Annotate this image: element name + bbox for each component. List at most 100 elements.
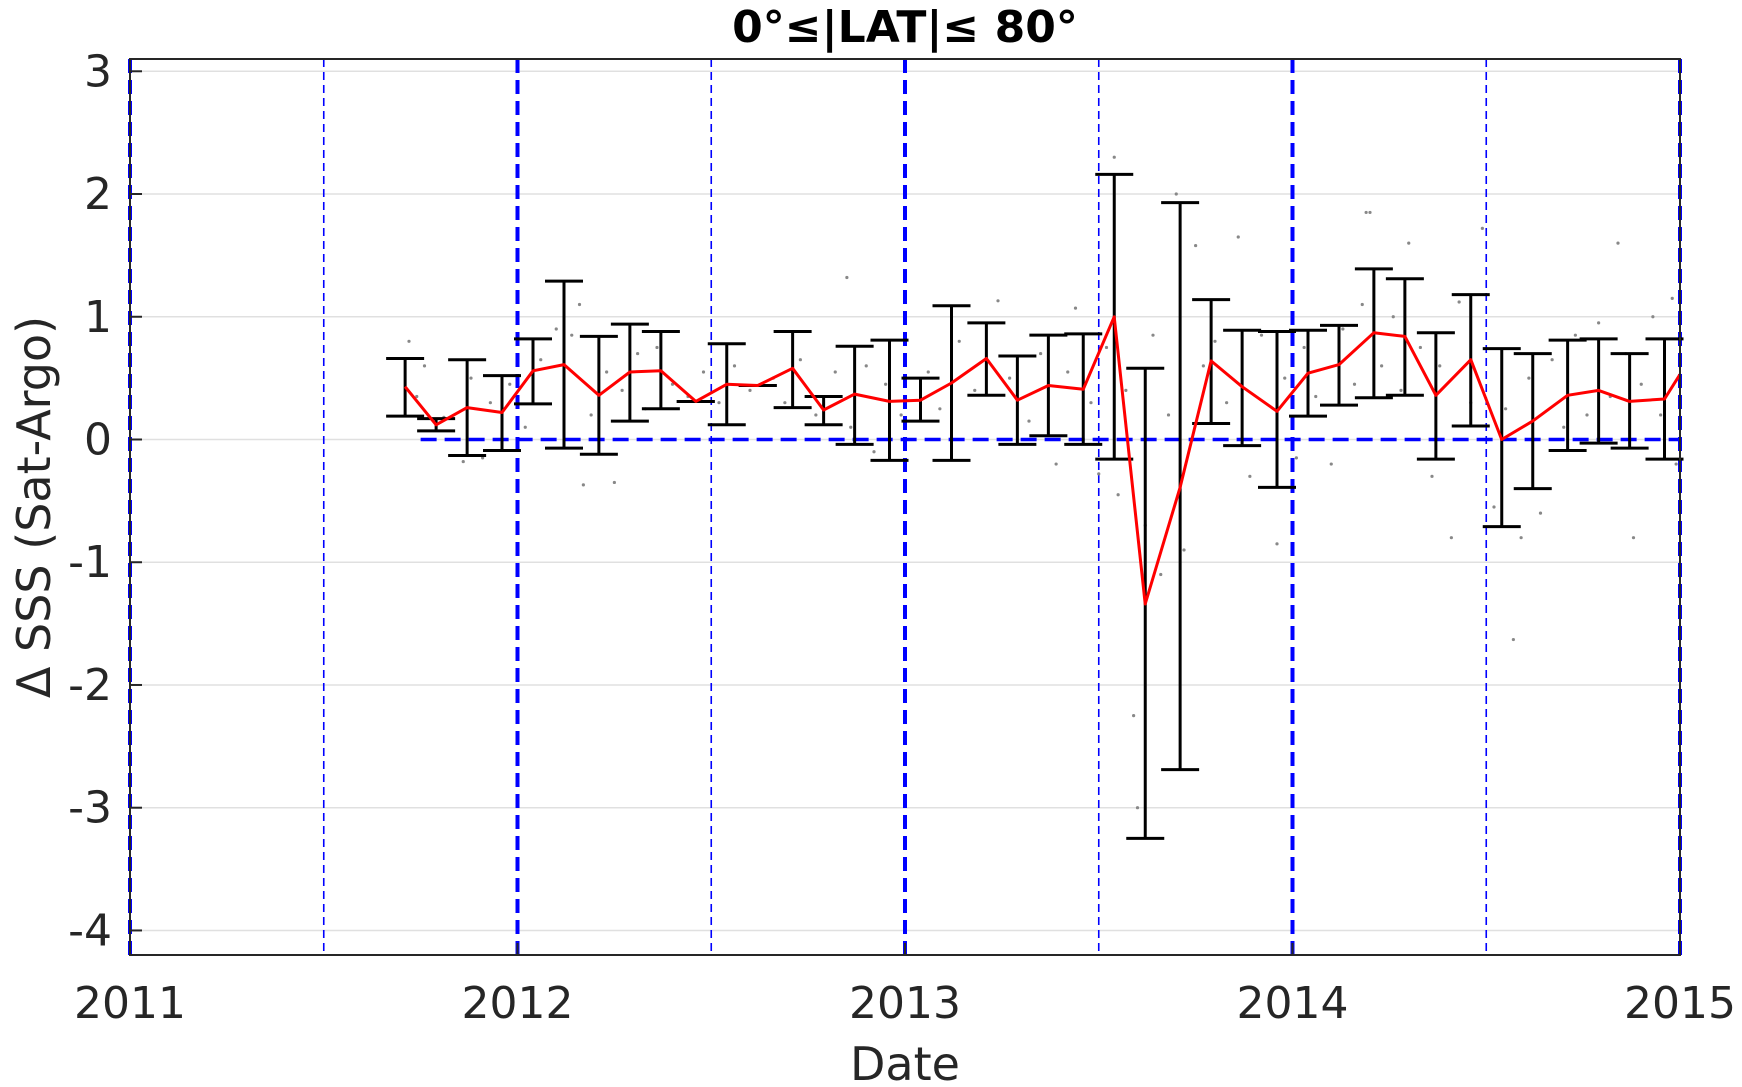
scatter-point [1166,413,1171,417]
scatter-point [1294,456,1298,460]
scatter-point [1430,474,1434,478]
scatter-point [1089,401,1093,405]
scatter-point [1674,462,1678,466]
scatter-point [899,413,903,417]
y-tick-label: 0 [84,414,112,465]
scatter-point [620,388,624,392]
scatter-point [570,333,574,337]
chart-title: 0°≤|LAT|≤ 80° [732,2,1078,53]
scatter-point [1550,358,1554,362]
scatter-point [938,407,942,411]
scatter-point [872,450,876,454]
scatter-point [1670,296,1674,300]
scatter-point [701,370,706,374]
scatter-point [1407,241,1411,245]
scatter-point [1418,345,1422,350]
scatter-point [1283,376,1287,380]
scatter-points [407,155,1678,810]
scatter-point [1104,345,1109,350]
y-tick-label: -2 [68,660,112,711]
scatter-point [554,327,558,331]
y-axis-label: Δ SSS (Sat-Argo) [7,316,61,698]
scatter-point [1511,637,1515,642]
scatter-point [469,376,473,380]
scatter-point [1457,300,1461,304]
scatter-point [1314,394,1318,399]
series-line [403,315,1682,606]
scatter-point [1368,210,1372,215]
scatter-point [1275,542,1279,546]
scatter-point [748,388,752,392]
scatter-point [577,302,582,307]
x-axis-ticks: 2011 2012 2013 2014 2015 [74,943,1736,1029]
error-bars [386,172,1684,840]
scatter-point [814,413,818,417]
scatter-point [1329,462,1333,466]
scatter-point [1352,382,1357,386]
scatter-point [1399,388,1403,392]
scatter-point [1112,155,1116,159]
scatter-point [1341,327,1345,331]
scatter-point [798,358,802,362]
scatter-point [1492,505,1496,509]
scatter-point [1639,382,1643,386]
scatter-point [481,456,485,460]
scatter-point [1135,806,1140,810]
x-tick-label: 2011 [74,978,186,1029]
scatter-point [1066,370,1070,374]
scatter-point [407,339,411,343]
scatter-point [1151,333,1155,337]
scatter-point [1027,419,1031,423]
scatter-point [845,275,849,280]
y-tick-label: 2 [84,169,112,220]
y-tick-label: -4 [68,905,112,956]
y-axis-ticks: 3 2 1 0 -1 -2 -3 -4 [68,46,142,956]
scatter-point [732,364,737,368]
scatter-point [461,459,465,464]
scatter-point [1097,472,1101,476]
scatter-point [1360,302,1364,307]
x-tick-label: 2012 [462,978,574,1029]
scatter-point [1039,351,1043,356]
scatter-point [539,358,543,362]
scatter-point [1054,462,1058,466]
scatter-point [1562,425,1566,429]
scatter-point [1201,364,1205,368]
scatter-point [655,345,659,350]
scatter-point [581,483,585,487]
y-tick-label: -1 [68,537,112,588]
scatter-point [1585,413,1589,417]
scatter-point [1597,321,1601,325]
scatter-point [864,364,868,368]
x-tick-label: 2013 [849,978,961,1029]
scatter-point [636,351,640,356]
scatter-point [612,480,616,485]
scatter-point [508,382,512,386]
scatter-point [1538,511,1543,515]
scatter-point [1194,243,1198,248]
scatter-point [1132,714,1136,718]
scatter-point [1504,407,1508,411]
scatter-point [1651,315,1655,319]
scatter-point [973,388,977,392]
scatter-point [422,364,427,368]
scatter-point [1236,235,1240,239]
scatter-point [1174,192,1178,196]
scatter-point [1213,339,1217,343]
scatter-point [415,394,419,399]
scatter-point [1008,376,1012,380]
scatter-point [833,370,837,374]
scatter-point [1659,413,1663,417]
scatter-point [1616,241,1620,245]
scatter-point [523,425,527,429]
x-tick-label: 2014 [1237,978,1349,1029]
scatter-point [1380,364,1384,368]
scatter-point [1225,401,1229,405]
scatter-point [1302,345,1306,350]
scatter-point [1519,536,1523,540]
scatter-point [488,401,492,405]
scatter-point [1182,548,1186,552]
scatter-point [884,382,888,386]
x-axis-label: Date [850,1037,960,1087]
